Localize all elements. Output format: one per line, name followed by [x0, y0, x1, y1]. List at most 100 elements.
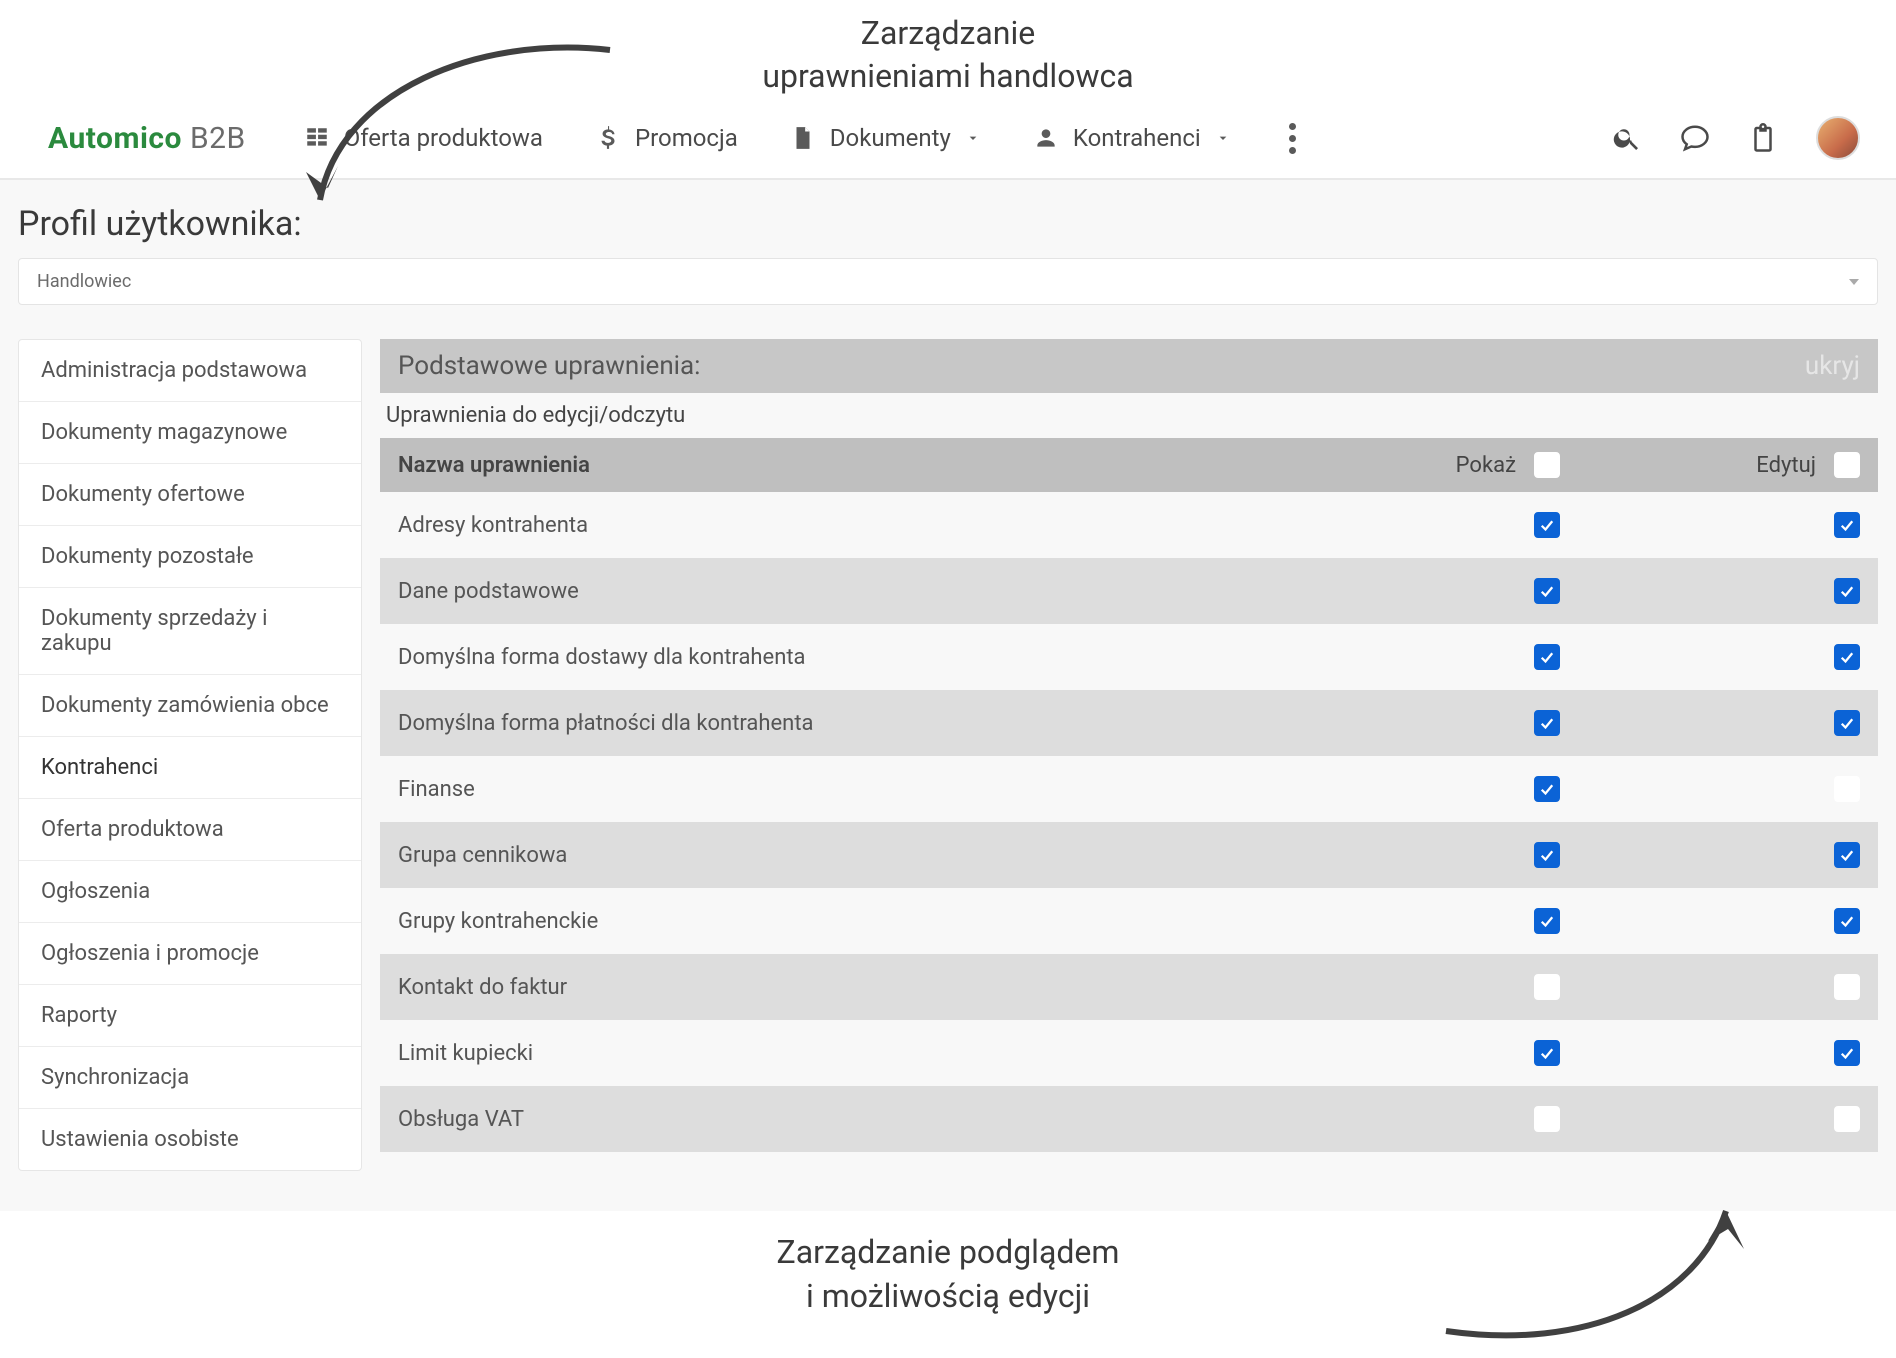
- checkbox-show[interactable]: [1534, 710, 1560, 736]
- checkbox-edit-all[interactable]: [1834, 452, 1860, 478]
- checkbox-show[interactable]: [1534, 1040, 1560, 1066]
- page-body: Profil użytkownika: Handlowiec Administr…: [0, 180, 1896, 1211]
- annotation-arrow-bottom: [1436, 1191, 1756, 1351]
- column-show-label: Pokaż: [1456, 453, 1516, 478]
- permission-show-cell: [1260, 512, 1560, 538]
- dot-icon: [1289, 147, 1296, 154]
- nav-documents[interactable]: Dokumenty: [790, 124, 981, 152]
- annotation-bottom-line1: Zarządzanie podglądem: [777, 1233, 1120, 1271]
- permission-label: Domyślna forma dostawy dla kontrahenta: [398, 645, 1260, 670]
- column-show-head: Pokaż: [1260, 452, 1560, 478]
- permissions-panel: Podstawowe uprawnienia: ukryj Uprawnieni…: [380, 339, 1878, 1152]
- topbar-right: [1612, 116, 1860, 160]
- checkbox-show[interactable]: [1534, 644, 1560, 670]
- permission-label: Adresy kontrahenta: [398, 513, 1260, 538]
- checkbox-edit[interactable]: [1834, 908, 1860, 934]
- permission-row: Grupy kontrahenckie: [380, 888, 1878, 954]
- permission-edit-cell: [1560, 644, 1860, 670]
- sidebar-item[interactable]: Ogłoszenia i promocje: [19, 923, 361, 985]
- checkbox-edit[interactable]: [1834, 512, 1860, 538]
- sidebar-item[interactable]: Ogłoszenia: [19, 861, 361, 923]
- chat-icon[interactable]: [1680, 123, 1710, 153]
- sidebar-item[interactable]: Dokumenty pozostałe: [19, 526, 361, 588]
- permission-label: Grupy kontrahenckie: [398, 909, 1260, 934]
- checkbox-show[interactable]: [1534, 1106, 1560, 1132]
- brand-light: B2B: [190, 121, 246, 156]
- permission-row: Limit kupiecki: [380, 1020, 1878, 1086]
- permission-row: Grupa cennikowa: [380, 822, 1878, 888]
- permission-label: Grupa cennikowa: [398, 843, 1260, 868]
- sidebar: Administracja podstawowaDokumenty magazy…: [18, 339, 362, 1171]
- permission-edit-cell: [1560, 776, 1860, 802]
- user-avatar[interactable]: [1816, 116, 1860, 160]
- nav-more-button[interactable]: [1283, 123, 1303, 154]
- permission-row: Obsługa VAT: [380, 1086, 1878, 1152]
- permission-label: Obsługa VAT: [398, 1107, 1260, 1132]
- checkbox-show[interactable]: [1534, 974, 1560, 1000]
- sidebar-item[interactable]: Synchronizacja: [19, 1047, 361, 1109]
- panel-subtitle: Uprawnienia do edycji/odczytu: [380, 393, 1878, 438]
- permission-label: Dane podstawowe: [398, 579, 1260, 604]
- checkbox-edit[interactable]: [1834, 1040, 1860, 1066]
- annotation-bottom: Zarządzanie podglądem i możliwością edyc…: [0, 1231, 1896, 1317]
- checkbox-show[interactable]: [1534, 776, 1560, 802]
- permission-show-cell: [1260, 776, 1560, 802]
- permission-show-cell: [1260, 1106, 1560, 1132]
- checkbox-edit[interactable]: [1834, 1106, 1860, 1132]
- permission-rows: Adresy kontrahenta Dane podstawowe Domyśln…: [380, 492, 1878, 1152]
- chevron-down-icon: [965, 130, 981, 146]
- permission-show-cell: [1260, 974, 1560, 1000]
- permission-row: Adresy kontrahenta: [380, 492, 1878, 558]
- permission-show-cell: [1260, 578, 1560, 604]
- checkbox-show[interactable]: [1534, 578, 1560, 604]
- panel-hide-link[interactable]: ukryj: [1805, 351, 1860, 381]
- annotation-arrow-top: [280, 40, 620, 230]
- checkbox-edit[interactable]: [1834, 776, 1860, 802]
- checkbox-edit[interactable]: [1834, 974, 1860, 1000]
- annotation-top-line1: Zarządzanie: [861, 14, 1035, 52]
- checkbox-edit[interactable]: [1834, 578, 1860, 604]
- permission-edit-cell: [1560, 578, 1860, 604]
- checkbox-show[interactable]: [1534, 512, 1560, 538]
- permission-show-cell: [1260, 644, 1560, 670]
- column-edit-head: Edytuj: [1560, 452, 1860, 478]
- sidebar-item[interactable]: Dokumenty magazynowe: [19, 402, 361, 464]
- search-icon[interactable]: [1612, 123, 1642, 153]
- checkbox-show[interactable]: [1534, 842, 1560, 868]
- sidebar-item[interactable]: Dokumenty ofertowe: [19, 464, 361, 526]
- permission-row: Kontakt do faktur: [380, 954, 1878, 1020]
- content-area: Administracja podstawowaDokumenty magazy…: [18, 339, 1878, 1171]
- dot-icon: [1289, 135, 1296, 142]
- permission-show-cell: [1260, 908, 1560, 934]
- permission-label: Domyślna forma płatności dla kontrahenta: [398, 711, 1260, 736]
- sidebar-item[interactable]: Dokumenty sprzedaży i zakupu: [19, 588, 361, 675]
- document-icon: [790, 125, 816, 151]
- permission-edit-cell: [1560, 842, 1860, 868]
- permission-row: Domyślna forma płatności dla kontrahenta: [380, 690, 1878, 756]
- nav-contractors[interactable]: Kontrahenci: [1033, 124, 1231, 152]
- checkbox-edit[interactable]: [1834, 842, 1860, 868]
- checkbox-edit[interactable]: [1834, 710, 1860, 736]
- sidebar-item[interactable]: Kontrahenci: [19, 737, 361, 799]
- checkbox-edit[interactable]: [1834, 644, 1860, 670]
- checkbox-show-all[interactable]: [1534, 452, 1560, 478]
- brand-logo[interactable]: Automico B2B: [48, 121, 246, 156]
- sidebar-item[interactable]: Ustawienia osobiste: [19, 1109, 361, 1170]
- permission-edit-cell: [1560, 974, 1860, 1000]
- sidebar-item[interactable]: Oferta produktowa: [19, 799, 361, 861]
- permission-show-cell: [1260, 710, 1560, 736]
- profile-select[interactable]: Handlowiec: [18, 258, 1878, 305]
- permission-label: Finanse: [398, 777, 1260, 802]
- column-name-label: Nazwa uprawnienia: [398, 453, 1260, 478]
- permission-edit-cell: [1560, 1040, 1860, 1066]
- sidebar-item[interactable]: Raporty: [19, 985, 361, 1047]
- clipboard-icon[interactable]: [1748, 123, 1778, 153]
- panel-header: Podstawowe uprawnienia: ukryj: [380, 339, 1878, 393]
- permission-row: Dane podstawowe: [380, 558, 1878, 624]
- checkbox-show[interactable]: [1534, 908, 1560, 934]
- sidebar-item[interactable]: Administracja podstawowa: [19, 340, 361, 402]
- brand-strong: Automico: [48, 121, 182, 156]
- sidebar-item[interactable]: Dokumenty zamówienia obce: [19, 675, 361, 737]
- permission-edit-cell: [1560, 710, 1860, 736]
- permission-row: Domyślna forma dostawy dla kontrahenta: [380, 624, 1878, 690]
